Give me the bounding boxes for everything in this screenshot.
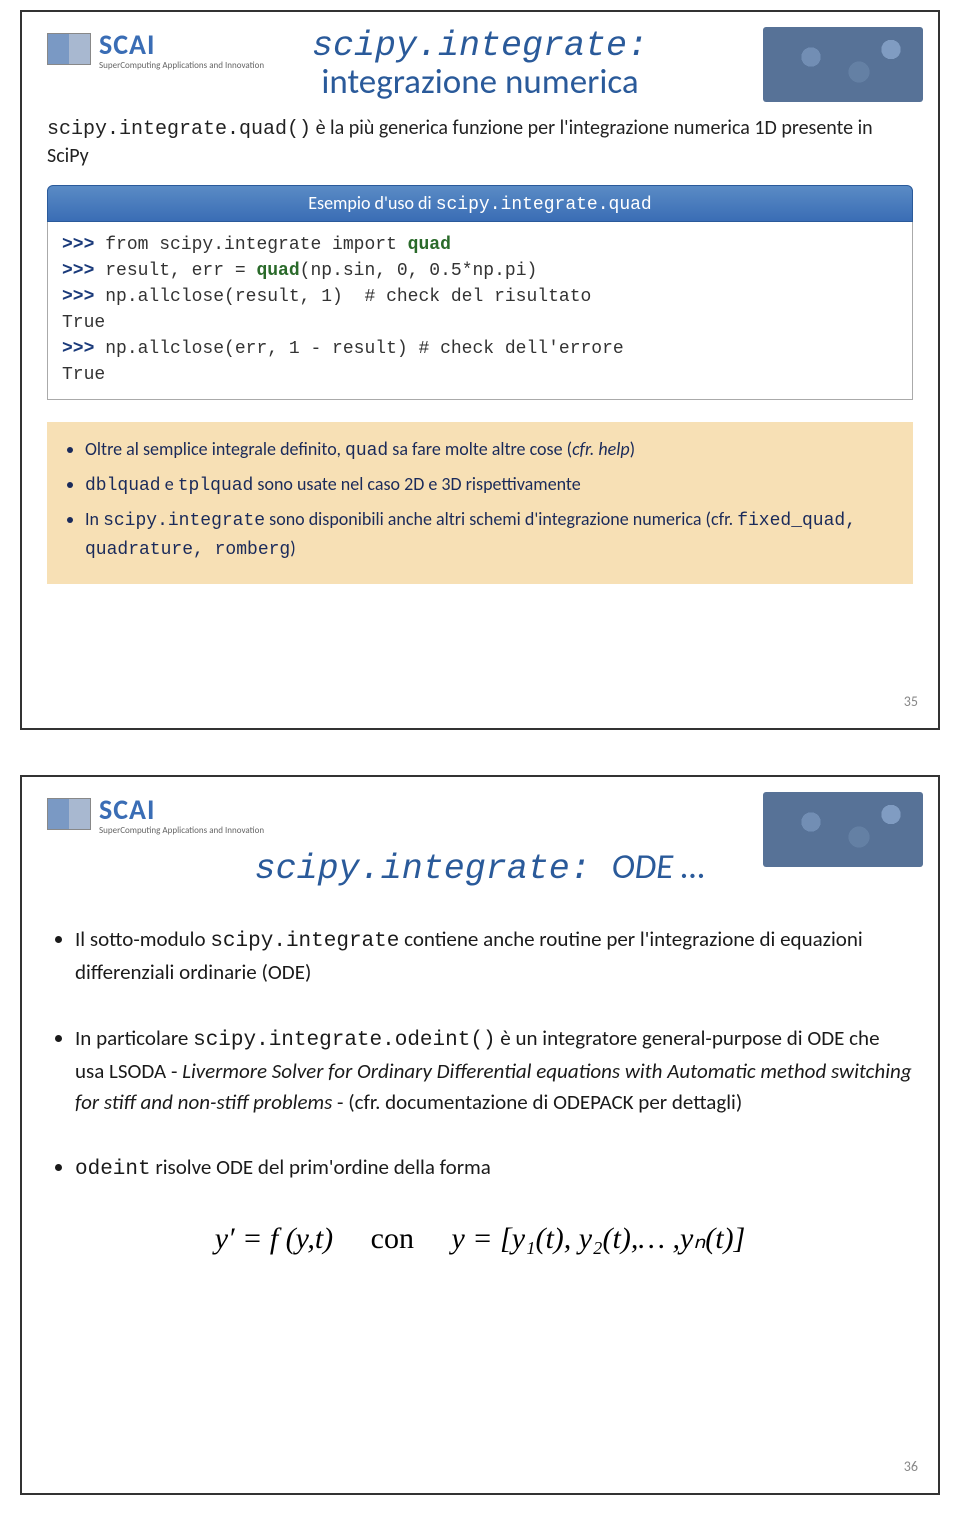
code-block: >>> from scipy.integrate import quad >>>… bbox=[47, 222, 913, 400]
bullet-3: odeint risolve ODE del prim'ordine della… bbox=[75, 1152, 913, 1185]
slide1-intro: scipy.integrate.quad() è la più generica… bbox=[47, 115, 913, 170]
slide-35: SCAI SuperComputing Applications and Inn… bbox=[20, 10, 940, 730]
header-decoration-2 bbox=[763, 792, 923, 867]
bullet-1: Il sotto-modulo scipy.integrate contiene… bbox=[75, 924, 913, 988]
c4b: np.allclose(err, 1 - result) # check del… bbox=[105, 339, 623, 359]
cineca-logo-icon bbox=[47, 33, 91, 65]
intro-code: scipy.integrate.quad() bbox=[47, 118, 311, 141]
bullet-2: In particolare scipy.integrate.odeint() … bbox=[75, 1023, 913, 1117]
p3: >>> bbox=[62, 287, 105, 307]
c3b: np.allclose(result, 1) # check del risul… bbox=[105, 287, 591, 307]
hint-2: dblquad e tplquad sono usate nel caso 2D… bbox=[85, 471, 895, 500]
p4: >>> bbox=[62, 339, 105, 359]
scai-logo-sub-2: SuperComputing Applications and Innovati… bbox=[99, 825, 264, 836]
hint-3: In scipy.integrate sono disponibili anch… bbox=[85, 506, 895, 564]
example-header: Esempio d'uso di scipy.integrate.quad bbox=[47, 185, 913, 222]
slide2-bullets: Il sotto-modulo scipy.integrate contiene… bbox=[47, 924, 913, 1186]
p1: >>> bbox=[62, 235, 105, 255]
example-label: Esempio d'uso di bbox=[308, 192, 435, 214]
c1c: quad bbox=[408, 235, 451, 255]
page-number-35: 35 bbox=[904, 693, 918, 710]
p2: >>> bbox=[62, 261, 105, 281]
eq-rhs: y = [y₁(t), y₂(t),… ,yₙ(t)] bbox=[451, 1222, 745, 1255]
ode-equation: y′ = f (y,t) con y = [y₁(t), y₂(t),… ,yₙ… bbox=[47, 1221, 913, 1256]
hint-1: Oltre al semplice integrale definito, qu… bbox=[85, 436, 895, 465]
scai-logo-text: SCAI bbox=[99, 27, 264, 62]
slide-36: SCAI SuperComputing Applications and Inn… bbox=[20, 775, 940, 1495]
eq-lhs: y′ = f (y,t) bbox=[215, 1222, 333, 1255]
c2d: (np.sin, 0, 0.5*np.pi) bbox=[300, 261, 538, 281]
example-code: scipy.integrate.quad bbox=[436, 195, 652, 215]
scai-logo-text-2: SCAI bbox=[99, 792, 264, 827]
eq-mid: con bbox=[371, 1222, 414, 1255]
cineca-logo-icon-2 bbox=[47, 798, 91, 830]
scai-logo-sub: SuperComputing Applications and Innovati… bbox=[99, 60, 264, 71]
hints-box: Oltre al semplice integrale definito, qu… bbox=[47, 422, 913, 584]
header-decoration bbox=[763, 27, 923, 102]
page-number-36: 36 bbox=[904, 1458, 918, 1475]
c4r: True bbox=[62, 365, 105, 385]
c1b: from scipy.integrate import bbox=[105, 235, 407, 255]
c2b: result, err = bbox=[105, 261, 256, 281]
c3r: True bbox=[62, 313, 105, 333]
c2c: quad bbox=[256, 261, 299, 281]
